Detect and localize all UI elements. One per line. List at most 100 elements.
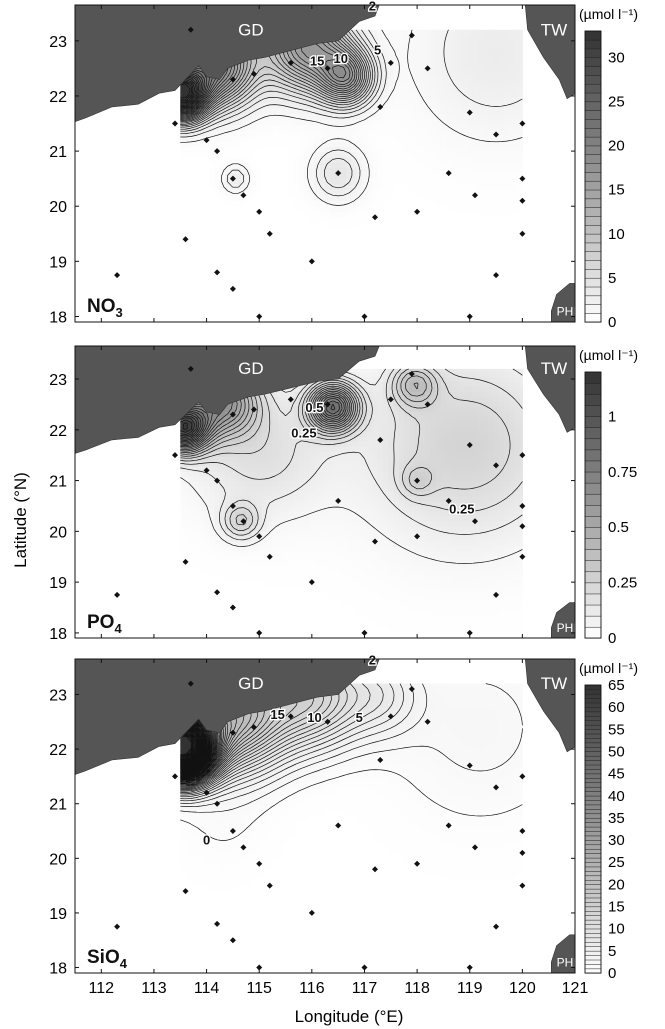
field-cell [430,178,437,185]
field-cell [356,545,363,552]
field-cell [367,550,373,557]
field-cell [498,146,505,153]
field-cell [498,194,505,201]
field-cell [188,535,195,542]
field-cell [393,146,400,153]
field-cell [198,555,205,562]
field-cell [393,97,400,104]
field-cell [414,238,421,245]
field-cell [198,146,205,153]
field-cell [451,270,458,277]
field-cell [240,232,247,239]
field-cell [472,630,479,634]
field-cell [440,81,447,88]
station-marker [240,192,247,199]
field-cell [493,167,500,174]
field-cell [272,205,279,212]
field-cell [182,173,189,180]
field-cell [180,550,184,557]
field-cell [272,151,279,158]
field-cell [314,124,321,131]
field-cell [288,194,295,201]
field-cell [309,146,316,153]
station-marker [250,70,257,77]
field-cell [330,540,337,547]
field-cell [282,75,289,82]
field-cell [272,620,279,627]
field-cell [309,140,316,147]
field-cell [388,625,395,631]
field-cell [467,580,473,587]
field-cell [209,585,216,592]
field-cell [325,43,331,50]
field-cell [388,620,395,627]
field-cell [293,119,300,126]
field-cell [446,81,452,88]
field-cell [282,270,289,277]
field-cell [477,59,484,66]
field-cell [440,580,447,587]
field-cell [351,156,358,163]
field-cell [330,580,337,587]
field-cell [314,550,321,557]
field-cell [351,194,358,201]
field-cell [325,275,331,282]
field-cell [472,70,479,77]
field-cell [203,540,210,547]
field-cell [472,243,479,250]
field-cell [203,615,210,622]
field-cell [425,605,431,612]
field-cell [388,184,395,190]
field-cell [346,545,352,552]
field-cell [272,65,279,71]
field-cell [477,221,484,228]
field-cell [180,227,184,234]
field-cell [309,200,316,207]
field-cell [351,265,358,272]
station-marker [377,103,384,110]
field-cell [314,535,321,542]
field-cell [277,135,284,142]
field-cell [246,65,252,71]
field-cell [435,216,442,223]
field-cell [330,146,337,153]
field-cell [493,238,500,245]
field-cell [182,292,189,299]
field-cell [367,254,373,261]
field-cell [293,555,300,562]
field-cell [451,189,458,196]
field-cell [240,97,247,104]
field-cell [230,615,237,622]
field-cell [282,184,289,190]
field-cell [298,275,305,282]
field-cell [182,232,189,239]
field-cell [472,29,479,34]
field-cell [498,227,505,234]
field-cell [198,124,205,131]
field-cell [198,286,205,293]
field-cell [346,620,352,627]
field-cell [198,313,205,318]
field-cell [498,173,505,180]
field-cell [346,600,352,607]
field-cell [509,184,516,190]
field-cell [240,615,247,622]
field-cell [382,221,389,228]
field-cell [256,140,263,147]
field-cell [277,570,284,577]
field-cell [425,119,431,126]
field-cell [414,248,421,255]
field-cell [309,275,316,282]
field-cell [230,232,237,239]
field-cell [225,194,231,201]
field-cell [425,292,431,299]
field-cell [303,140,310,147]
field-cell [467,565,473,572]
field-cell [398,313,405,318]
field-cell [188,630,195,634]
field-cell [256,248,263,255]
field-cell [414,29,421,34]
field-cell [267,227,273,234]
field-cell [446,43,452,50]
